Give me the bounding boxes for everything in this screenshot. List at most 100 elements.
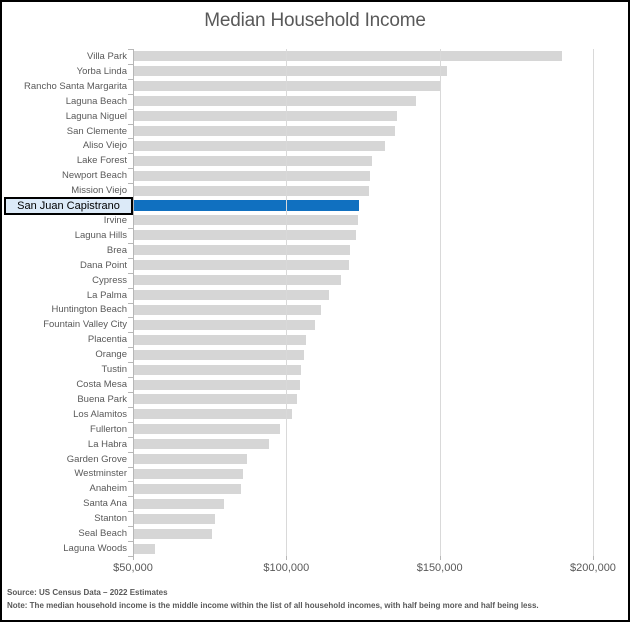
bar bbox=[134, 245, 351, 256]
x-tick-label: $150,000 bbox=[416, 562, 463, 574]
bar bbox=[134, 483, 242, 494]
category-label: Stanton bbox=[94, 513, 127, 525]
category-label: Yorba Linda bbox=[76, 65, 127, 77]
y-axis-tick bbox=[128, 78, 133, 80]
category-label: Huntington Beach bbox=[51, 304, 127, 316]
bar bbox=[134, 81, 441, 92]
bar bbox=[134, 111, 398, 122]
y-axis-tick bbox=[128, 153, 133, 155]
y-axis-tick bbox=[128, 257, 133, 259]
y-axis-tick bbox=[128, 362, 133, 364]
category-label: Cypress bbox=[92, 274, 127, 286]
plot-area bbox=[128, 49, 628, 560]
y-axis-tick bbox=[128, 168, 133, 170]
category-label: Westminster bbox=[74, 468, 127, 480]
category-label: Costa Mesa bbox=[76, 379, 127, 390]
category-labels-column: Villa Park Yorba Linda Rancho Santa Margar… bbox=[2, 49, 133, 556]
y-axis-tick bbox=[128, 93, 133, 95]
gridline bbox=[593, 49, 594, 556]
category-label: La Palma bbox=[86, 289, 127, 301]
category-label: Irvine bbox=[103, 214, 127, 226]
category-label: Seal Beach bbox=[78, 528, 127, 540]
category-label: La Habra bbox=[87, 438, 127, 450]
y-axis-tick bbox=[128, 272, 133, 274]
bar bbox=[134, 364, 302, 375]
bar bbox=[134, 185, 369, 196]
bar bbox=[134, 454, 248, 465]
y-axis-tick bbox=[128, 481, 133, 483]
bar bbox=[134, 260, 349, 271]
bar bbox=[134, 394, 297, 405]
bar bbox=[134, 349, 305, 360]
category-label: Laguna Beach bbox=[65, 95, 127, 107]
bar bbox=[134, 319, 315, 330]
y-axis-tick bbox=[128, 421, 133, 423]
x-axis-tick bbox=[439, 556, 441, 560]
category-label: Fullerton bbox=[90, 423, 127, 435]
y-axis-tick bbox=[128, 183, 133, 185]
x-axis-tick bbox=[133, 556, 134, 560]
category-label: Los Alamitos bbox=[73, 408, 127, 420]
category-label: Rancho Santa Margarita bbox=[24, 80, 127, 92]
bar bbox=[134, 409, 292, 420]
y-axis-tick bbox=[128, 556, 133, 557]
y-axis-tick bbox=[128, 466, 133, 468]
bar bbox=[134, 528, 213, 539]
highlighted-category-label: San Juan Capistrano bbox=[4, 196, 133, 215]
category-label: Orange bbox=[95, 349, 127, 361]
category-label: Brea bbox=[106, 244, 127, 256]
category-label: Garden Grove bbox=[66, 453, 127, 465]
y-axis-tick bbox=[128, 406, 133, 408]
y-axis-tick bbox=[128, 302, 133, 304]
y-axis-tick bbox=[128, 108, 133, 110]
x-axis-tick bbox=[286, 556, 288, 560]
chart-title: Median Household Income bbox=[204, 10, 426, 31]
y-axis-tick bbox=[128, 138, 133, 140]
y-axis-tick bbox=[128, 49, 133, 50]
gridline bbox=[439, 49, 441, 556]
x-tick-label: $200,000 bbox=[570, 562, 616, 574]
bar bbox=[134, 513, 216, 524]
highlighted-bar bbox=[134, 200, 360, 212]
bar bbox=[134, 290, 329, 301]
y-axis-tick bbox=[128, 242, 133, 244]
category-label: Newport Beach bbox=[62, 170, 127, 182]
bar bbox=[134, 439, 269, 450]
x-axis-labels: $50,000 $100,000 $150,000 $200,000 bbox=[2, 562, 628, 578]
bar bbox=[134, 230, 357, 241]
y-axis-tick bbox=[128, 123, 133, 125]
bar bbox=[134, 96, 417, 107]
category-label: Aliso Viejo bbox=[82, 140, 127, 152]
x-tick-label: $100,000 bbox=[263, 562, 310, 574]
category-label: Laguna Woods bbox=[63, 543, 127, 555]
y-axis-tick bbox=[128, 496, 133, 498]
category-label: Lake Forest bbox=[76, 155, 127, 167]
category-label: Anaheim bbox=[89, 483, 128, 495]
bar bbox=[134, 66, 447, 77]
category-label: San Clemente bbox=[66, 125, 127, 137]
bar bbox=[134, 140, 386, 151]
y-axis-tick bbox=[128, 436, 133, 438]
category-label: Santa Ana bbox=[83, 498, 127, 510]
x-tick-label: $50,000 bbox=[113, 562, 153, 574]
y-axis-tick bbox=[128, 511, 133, 513]
category-label: Fountain Valley City bbox=[43, 319, 127, 331]
y-axis-tick bbox=[128, 317, 133, 319]
bar bbox=[134, 275, 341, 286]
y-axis-tick bbox=[128, 541, 133, 543]
bar bbox=[134, 468, 243, 479]
y-axis-tick bbox=[128, 347, 133, 349]
y-axis-tick bbox=[128, 287, 133, 289]
bar bbox=[134, 543, 156, 554]
bar bbox=[134, 334, 306, 345]
category-label: Laguna Hills bbox=[74, 229, 127, 241]
y-axis-tick bbox=[128, 63, 133, 65]
y-axis-tick bbox=[128, 377, 133, 379]
source-text: Source: US Census Data – 2022 Estimates bbox=[7, 588, 168, 597]
bar bbox=[134, 170, 371, 181]
y-axis-line bbox=[133, 49, 134, 556]
y-axis-tick bbox=[128, 227, 133, 229]
y-axis-tick bbox=[128, 332, 133, 334]
bar bbox=[134, 155, 372, 166]
